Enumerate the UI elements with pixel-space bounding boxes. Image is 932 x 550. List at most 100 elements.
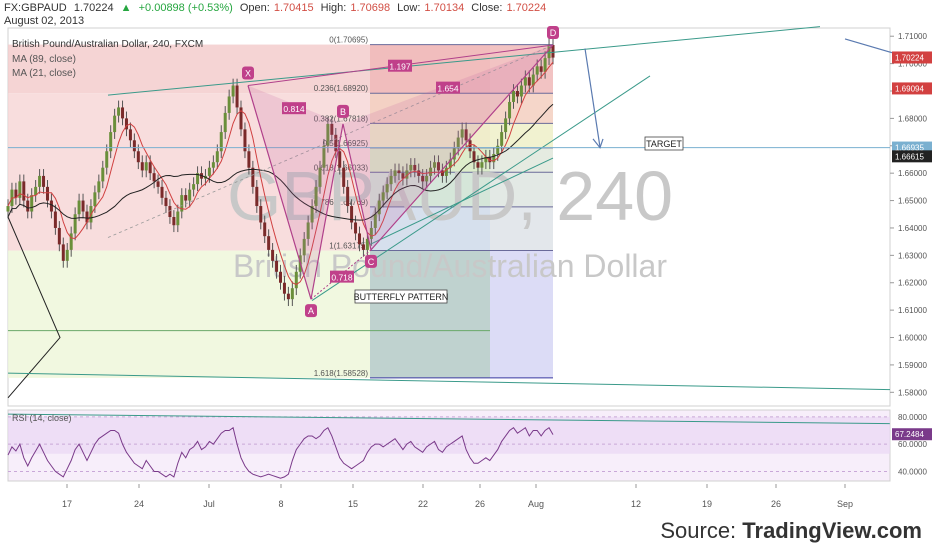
- candle-body: [251, 167, 255, 187]
- candle-body: [543, 58, 547, 72]
- candle-body: [85, 211, 89, 223]
- candle-body: [172, 217, 176, 226]
- rsi-tick-label-2: 40.0000: [898, 467, 927, 476]
- rsi-band: [8, 416, 890, 454]
- price-chart-svg[interactable]: 0(1.70695) 0.236(1.68920) 0.382(1.67818) 0.…: [0, 0, 932, 520]
- candle-body: [425, 175, 429, 182]
- candle-body: [484, 156, 488, 163]
- pattern-point-a: A: [308, 306, 314, 316]
- candle-body: [480, 162, 484, 168]
- up-arrow-icon: ▲: [120, 2, 132, 14]
- candle-body: [504, 118, 508, 133]
- x-tick-label-0: 17: [62, 499, 72, 509]
- candle-body: [488, 156, 492, 163]
- price-badge-label-ma89: 1.66615: [895, 152, 924, 161]
- candle-body: [357, 233, 361, 245]
- candle-body: [57, 227, 61, 245]
- candle-body: [401, 173, 405, 179]
- candle-body: [18, 181, 22, 198]
- target-arrow-head: [592, 138, 604, 149]
- candle-body: [350, 206, 354, 223]
- lower-trendline: [7, 372, 891, 391]
- candle-body: [65, 249, 69, 261]
- fib-label-6: 1(1.63175): [329, 242, 368, 251]
- price-badge-last: [892, 51, 932, 64]
- candle-body: [239, 107, 243, 130]
- pattern-point-bg: [365, 254, 377, 268]
- indicator-ma89: MA (89, close): [12, 54, 76, 65]
- y-tick-label-7: 1.64000: [898, 224, 927, 233]
- candle-body: [144, 162, 148, 171]
- pattern-path: [247, 44, 554, 300]
- fib-label-3: 0.5(1.66925): [323, 139, 369, 148]
- pattern-point-b: B: [340, 107, 346, 117]
- candle-body: [140, 162, 144, 171]
- ma21-line: [7, 61, 554, 286]
- candle-body: [105, 151, 109, 168]
- candle-body: [168, 206, 172, 217]
- candle-body: [464, 129, 468, 141]
- candle-body: [22, 181, 26, 201]
- candle-body: [231, 85, 235, 97]
- candle-body: [381, 192, 385, 201]
- candle-body: [148, 162, 152, 174]
- candle-body: [259, 206, 263, 223]
- candle-body: [476, 162, 480, 168]
- pattern-point-bg: [337, 104, 349, 118]
- candle-body: [211, 162, 215, 168]
- candle-body: [196, 173, 200, 185]
- y-tick-label-12: 1.59000: [898, 361, 927, 370]
- source-credit: Source: TradingView.com: [660, 518, 922, 544]
- candle-body: [69, 233, 73, 250]
- x-tick-label-5: 22: [418, 499, 428, 509]
- candle-body: [551, 44, 555, 58]
- candle-body: [282, 282, 286, 294]
- source-brand[interactable]: TradingView.com: [742, 518, 922, 543]
- y-tick-label-9: 1.62000: [898, 279, 927, 288]
- chart-title: British Pound/Australian Dollar, 240, FX…: [12, 39, 203, 50]
- x-tick-label-4: 15: [348, 499, 358, 509]
- symbol-name[interactable]: FX:GBPAUD: [4, 2, 67, 14]
- candle-body: [61, 244, 65, 261]
- candle-body: [176, 211, 180, 226]
- candle-body: [330, 123, 334, 135]
- rsi-tick-label-1: 60.0000: [898, 440, 927, 449]
- candle-body: [192, 184, 196, 190]
- x-tick-label-10: 26: [771, 499, 781, 509]
- candle-body: [117, 107, 121, 116]
- candle-body: [405, 170, 409, 179]
- candle-body: [6, 206, 10, 212]
- candle-body: [310, 206, 314, 223]
- candle-body: [188, 189, 192, 201]
- fib-label-2: 0.382(1.67818): [314, 114, 369, 123]
- ratio-badge-bg: [436, 81, 460, 94]
- candle-body: [547, 44, 551, 59]
- candle-body: [413, 164, 417, 171]
- candle-body: [452, 148, 456, 160]
- price-badge-label-last: 1.70224: [895, 53, 924, 62]
- candle-body: [223, 112, 227, 133]
- ma89-line: [7, 103, 554, 399]
- last-price: 1.70224: [73, 2, 114, 14]
- candle-body: [417, 170, 421, 176]
- fib-label-4: 0.618(1.66033): [314, 163, 369, 172]
- candle-body: [448, 159, 452, 168]
- butterfly-pattern-label-box: [354, 289, 448, 304]
- candle-body: [30, 195, 34, 212]
- open-label: Open:: [239, 2, 270, 14]
- candle-body: [440, 170, 444, 176]
- candle-body: [121, 107, 125, 119]
- x-tick-label-7: Aug: [528, 499, 544, 509]
- price-badge-ma89: [892, 150, 932, 163]
- candle-body: [472, 151, 476, 163]
- candle-body: [508, 101, 512, 119]
- x-tick-label-3: 8: [278, 499, 283, 509]
- candle-body: [207, 167, 211, 176]
- source-prefix: Source:: [660, 518, 743, 543]
- candle-body: [97, 181, 101, 193]
- candle-body: [152, 173, 156, 182]
- candle-body: [38, 175, 42, 187]
- ratio-label-2: 1.197: [389, 62, 411, 72]
- candle-body: [302, 238, 306, 256]
- candle-body: [346, 186, 350, 207]
